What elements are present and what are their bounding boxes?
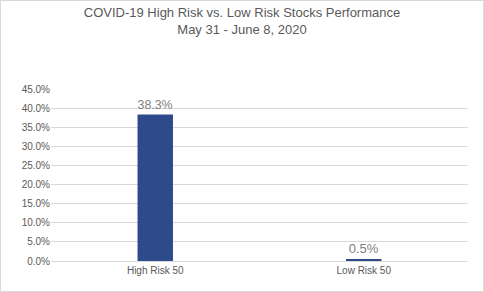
svg-text:15.0%: 15.0% (22, 198, 50, 209)
svg-text:High Risk 50: High Risk 50 (127, 265, 184, 276)
svg-text:Low Risk 50: Low Risk 50 (337, 265, 392, 276)
svg-text:25.0%: 25.0% (22, 160, 50, 171)
svg-text:0.5%: 0.5% (349, 241, 379, 256)
svg-text:35.0%: 35.0% (22, 122, 50, 133)
svg-text:40.0%: 40.0% (22, 103, 50, 114)
svg-text:45.0%: 45.0% (22, 84, 50, 95)
svg-text:30.0%: 30.0% (22, 141, 50, 152)
svg-text:0.0%: 0.0% (27, 256, 50, 267)
svg-text:COVID-19 High Risk vs. Low Ris: COVID-19 High Risk vs. Low Risk Stocks P… (84, 5, 400, 37)
svg-text:5.0%: 5.0% (27, 236, 50, 247)
svg-text:20.0%: 20.0% (22, 179, 50, 190)
svg-text:10.0%: 10.0% (22, 217, 50, 228)
svg-text:38.3%: 38.3% (138, 98, 173, 112)
